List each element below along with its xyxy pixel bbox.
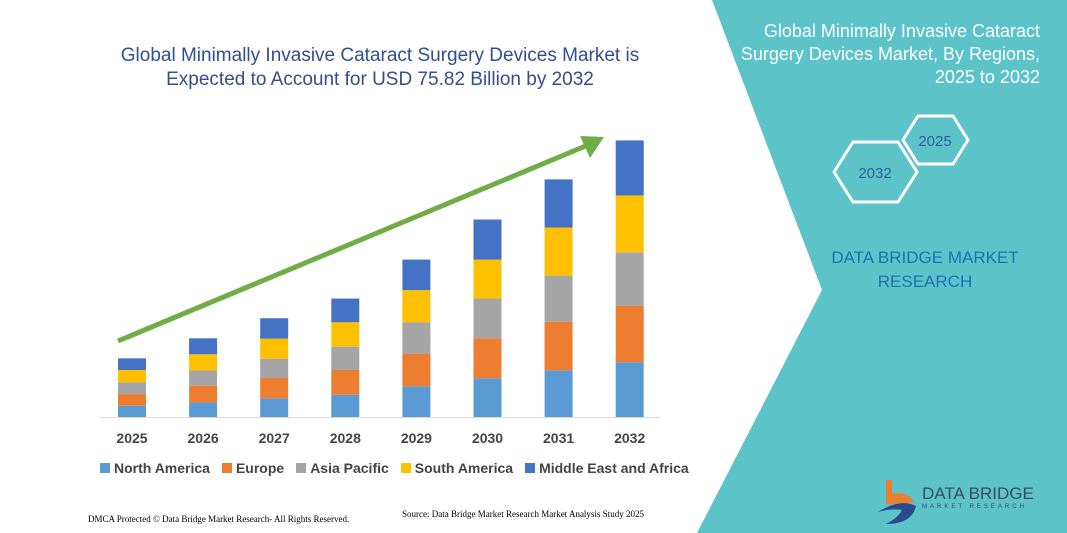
legend-swatch	[100, 463, 110, 473]
bar-segment-2027-1	[260, 378, 289, 399]
legend-item: Asia Pacific	[296, 460, 389, 476]
bar-segment-2025-1	[118, 394, 146, 406]
trend-arrow-head	[580, 136, 604, 158]
bar-segment-2029-2	[402, 322, 431, 354]
bar-segment-2026-0	[189, 402, 218, 417]
legend-swatch	[296, 463, 307, 473]
bar-segment-2028-2	[331, 346, 360, 370]
bar-segment-2029-4	[402, 259, 431, 291]
bar-segment-2030-2	[473, 298, 502, 339]
bar-segment-2026-3	[189, 354, 218, 371]
legend-label: Asia Pacific	[310, 460, 389, 476]
bar-segment-2028-4	[331, 298, 360, 323]
legend-item: Middle East and Africa	[525, 460, 689, 476]
bar-segment-2030-3	[473, 259, 502, 299]
bar-segment-2025-3	[118, 369, 146, 383]
hexagon-2025: 2025	[901, 114, 970, 166]
x-tick-label: 2026	[188, 430, 219, 446]
x-tick-label: 2032	[614, 430, 645, 446]
legend-item: South America	[400, 460, 514, 476]
bar-segment-2031-4	[544, 179, 573, 228]
trend-arrow	[117, 142, 589, 344]
brand-text: DATA BRIDGE MARKET RESEARCH	[831, 248, 1019, 291]
legend-label: Europe	[235, 460, 285, 476]
bar-segment-2031-1	[544, 321, 573, 371]
hex-label-2032: 2032	[858, 165, 891, 182]
hex-label-2025: 2025	[918, 133, 951, 150]
bar-segment-2028-3	[331, 322, 360, 347]
teal-panel	[697, 0, 1067, 533]
bar-segment-2032-0	[615, 362, 644, 417]
source-note: Source: Data Bridge Market Research Mark…	[402, 509, 644, 519]
legend-swatch	[221, 463, 232, 473]
bar-segment-2032-4	[615, 140, 644, 196]
bar-segment-2027-3	[260, 338, 289, 359]
legend-label: North America	[114, 460, 210, 476]
data-bridge-logo-icon	[878, 480, 916, 524]
legend-label: Middle East and Africa	[539, 460, 689, 476]
bar-segment-2027-0	[260, 398, 289, 417]
bar-segment-2027-4	[260, 318, 289, 339]
bar-segment-2030-4	[473, 219, 502, 260]
x-tick-label: 2028	[330, 430, 361, 446]
bar-segment-2026-4	[189, 338, 218, 355]
dmca-notice: DMCA Protected © Data Bridge Market Rese…	[88, 514, 350, 524]
bar-segment-2026-1	[189, 385, 218, 403]
chart-title: Global Minimally Invasive Cataract Surge…	[120, 45, 640, 90]
stacked-bar-chart: 2025 2026 2027 2028 2029 2030 2031 2032	[100, 136, 660, 446]
bar-segment-2032-2	[615, 252, 644, 306]
bar-segment-2028-1	[331, 369, 360, 395]
legend-swatch	[525, 463, 536, 473]
side-panel-title: Global Minimally Invasive Cataract Surge…	[740, 21, 1040, 87]
bar-segment-2025-2	[118, 382, 146, 395]
x-tick-label: 2030	[472, 430, 503, 446]
logo-name: DATA BRIDGE	[922, 484, 1034, 503]
x-tick-label: 2025	[116, 430, 147, 446]
bar-segment-2032-1	[615, 305, 644, 363]
bar-segment-2029-0	[402, 386, 431, 417]
bar-segment-2032-3	[615, 195, 644, 253]
bar-segment-2031-2	[544, 275, 573, 322]
legend-item: Europe	[221, 460, 285, 476]
bar-segment-2030-0	[473, 378, 502, 417]
legend-item: North America	[100, 460, 210, 476]
bar-segment-2030-1	[473, 338, 502, 379]
bar-segment-2027-2	[260, 358, 289, 379]
bar-segment-2026-2	[189, 370, 218, 386]
bar-segment-2029-3	[402, 290, 431, 323]
bar-segment-2031-3	[544, 227, 573, 276]
x-tick-label: 2027	[259, 430, 290, 446]
bar-segment-2028-0	[331, 394, 360, 417]
hexagon-2032: 2032	[832, 140, 919, 204]
logo-subtitle: MARKET RESEARCH	[922, 504, 1027, 510]
x-tick-label: 2029	[401, 430, 432, 446]
bar-segment-2029-1	[402, 353, 431, 387]
legend-label: South America	[414, 460, 514, 476]
legend-swatch	[400, 463, 411, 473]
bar-segment-2025-0	[118, 405, 146, 417]
bar-segment-2025-4	[118, 358, 146, 370]
x-tick-label: 2031	[543, 430, 574, 446]
legend: North America Europe Asia Pacific South Ame…	[100, 460, 689, 476]
bar-segment-2031-0	[544, 370, 573, 417]
